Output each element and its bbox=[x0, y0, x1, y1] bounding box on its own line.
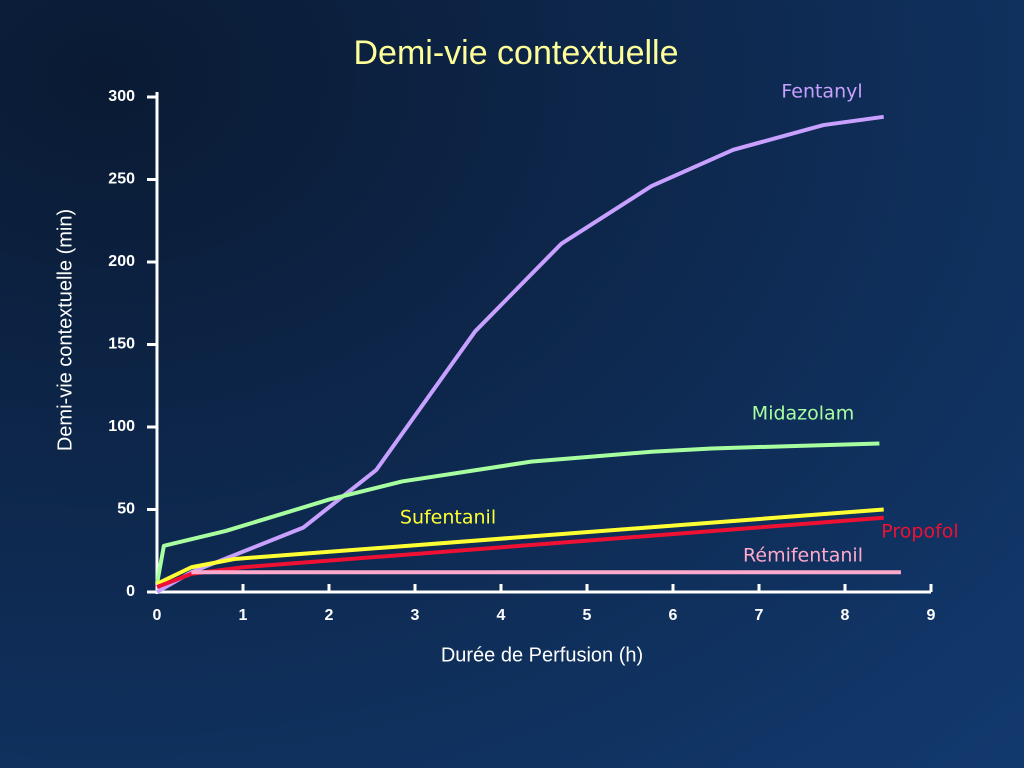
x-tick-label: 9 bbox=[927, 607, 936, 624]
y-axis-label: Demi-vie contextuelle (min) bbox=[54, 209, 76, 451]
x-tick-label: 6 bbox=[669, 607, 678, 624]
x-tick-label: 7 bbox=[755, 607, 764, 624]
y-tick-label: 300 bbox=[108, 88, 135, 105]
y-tick-label: 50 bbox=[117, 501, 135, 518]
series-label: Rémifentanil bbox=[743, 545, 863, 567]
y-tick-label: 150 bbox=[108, 336, 135, 353]
series-line bbox=[155, 441, 880, 585]
series-line bbox=[156, 114, 884, 594]
y-tick-label: 0 bbox=[126, 583, 135, 600]
x-tick-label: 8 bbox=[841, 607, 850, 624]
series-label: Propofol bbox=[881, 521, 958, 543]
x-tick-label: 0 bbox=[153, 607, 162, 624]
y-tick-label: 100 bbox=[108, 418, 135, 435]
x-tick-label: 4 bbox=[497, 607, 506, 624]
chart-title: Demi-vie contextuelle bbox=[353, 34, 678, 72]
x-tick-label: 1 bbox=[239, 607, 248, 624]
series-line bbox=[156, 507, 884, 586]
x-tick-label: 2 bbox=[325, 607, 334, 624]
x-tick-label: 5 bbox=[583, 607, 592, 624]
series-label: Fentanyl bbox=[781, 81, 862, 103]
series-label: Midazolam bbox=[752, 403, 854, 425]
y-tick-label: 250 bbox=[108, 171, 135, 188]
x-tick-label: 3 bbox=[411, 607, 420, 624]
y-tick-label: 200 bbox=[108, 253, 135, 270]
x-axis-label: Durée de Perfusion (h) bbox=[441, 644, 643, 666]
series-label: Sufentanil bbox=[400, 507, 496, 529]
